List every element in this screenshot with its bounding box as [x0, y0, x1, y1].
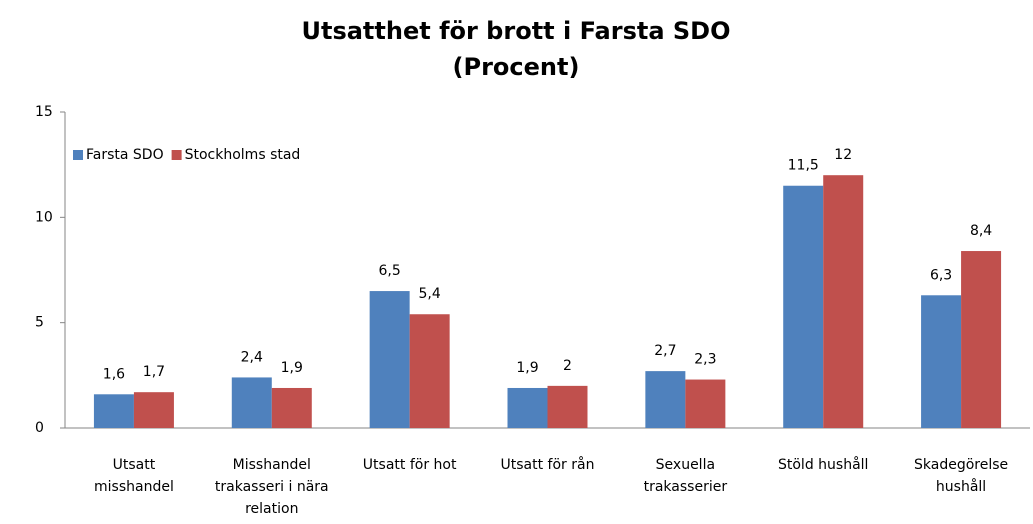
y-tick-label: 5	[35, 315, 44, 331]
chart-subtitle: (Procent)	[453, 53, 580, 81]
legend-swatch	[171, 150, 182, 160]
x-tick-label: Utsatt	[113, 457, 156, 473]
data-label: 1,9	[281, 360, 303, 376]
x-tick-label: Sexuella	[656, 457, 715, 473]
bar	[231, 377, 272, 428]
bar	[507, 387, 548, 428]
data-label: 8,4	[970, 223, 992, 239]
bar	[961, 251, 1002, 428]
x-tick-label: Utsatt för rån	[501, 456, 595, 473]
data-label: 5,4	[419, 286, 441, 302]
bar	[93, 394, 134, 428]
data-label: 2,4	[241, 349, 263, 365]
x-tick-label: relation	[245, 501, 298, 517]
x-tick-label: Stöld hushåll	[778, 456, 868, 473]
bar	[369, 291, 410, 428]
chart-title: Utsatthet för brott i Farsta SDO	[301, 17, 730, 45]
y-tick-label: 10	[35, 209, 53, 225]
data-label: 2	[563, 358, 572, 374]
data-label: 1,6	[103, 366, 125, 382]
data-label: 2,3	[694, 352, 716, 368]
legend-swatch	[73, 150, 83, 160]
legend-label: Stockholms stad	[185, 147, 301, 163]
x-tick-label: trakasserier	[644, 479, 728, 495]
bar	[547, 385, 588, 428]
x-tick-label: Misshandel	[233, 457, 311, 473]
bar	[685, 379, 726, 428]
data-label: 1,7	[143, 364, 165, 380]
x-tick-label: misshandel	[94, 479, 174, 495]
bar	[921, 295, 962, 428]
data-label: 2,7	[654, 343, 676, 359]
data-label: 6,3	[930, 267, 952, 283]
bar	[783, 185, 824, 428]
x-tick-label: Utsatt för hot	[363, 457, 457, 473]
bar	[271, 387, 312, 428]
x-tick-label: Skadegörelse	[914, 457, 1008, 473]
bar	[823, 175, 864, 428]
x-tick-label: trakasseri i nära	[215, 479, 329, 495]
data-label: 11,5	[788, 158, 819, 174]
data-label: 6,5	[379, 263, 401, 279]
bar	[645, 371, 686, 428]
bar	[133, 392, 174, 428]
data-label: 12	[834, 147, 852, 163]
x-tick-label: hushåll	[936, 478, 986, 495]
legend-label: Farsta SDO	[86, 147, 164, 163]
bar	[409, 314, 450, 428]
data-label: 1,9	[516, 360, 538, 376]
y-tick-label: 15	[35, 104, 53, 120]
y-tick-label: 0	[35, 420, 44, 436]
